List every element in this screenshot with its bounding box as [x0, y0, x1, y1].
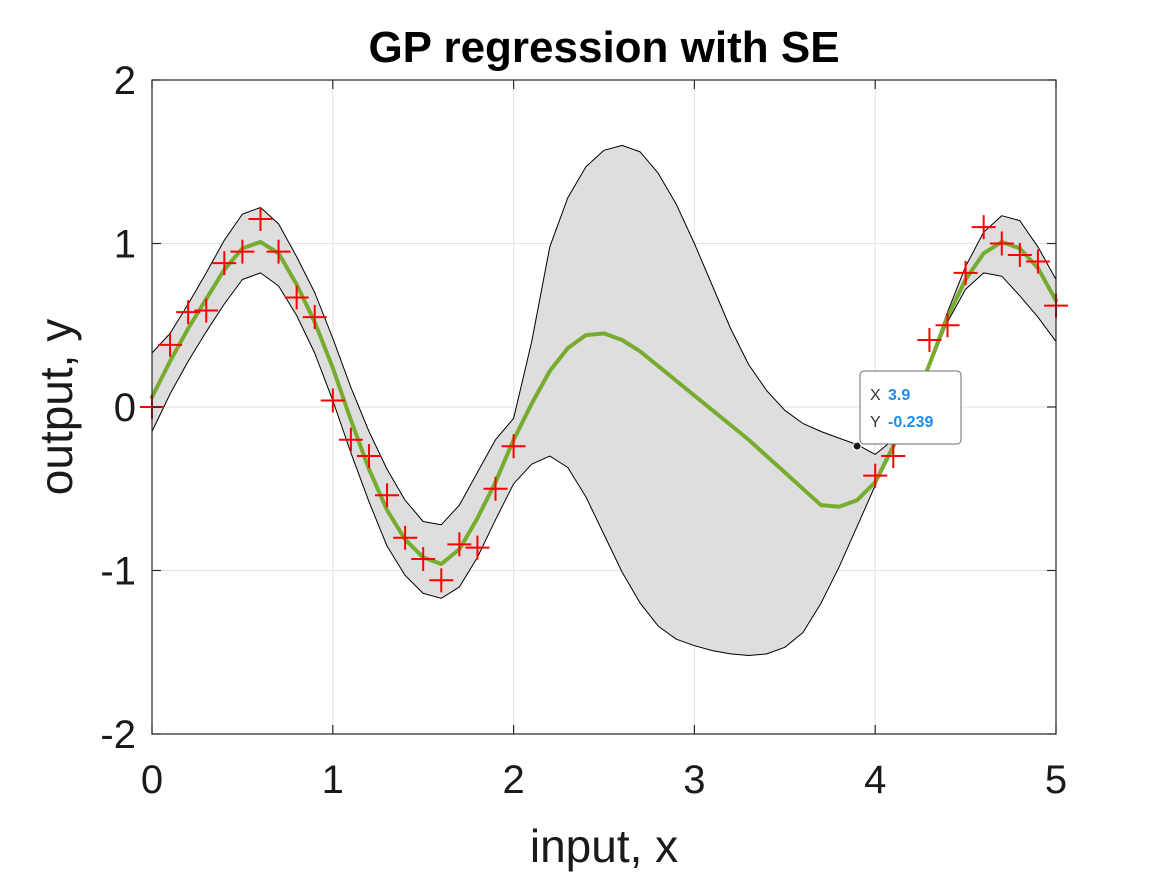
observation-marker-10 [320, 388, 345, 413]
observation-marker-20 [501, 434, 526, 459]
observation-marker-12 [356, 444, 381, 469]
x-tick-label-5: 5 [1045, 758, 1067, 802]
data-tip-y-value: -0.239 [888, 414, 933, 431]
observation-marker-29 [1025, 249, 1050, 274]
observation-marker-6 [248, 206, 273, 231]
observation-marker-25 [953, 260, 978, 285]
data-tip-marker[interactable] [852, 441, 862, 451]
x-tick-label-2: 2 [502, 758, 524, 802]
x-axis-label: input, x [530, 820, 678, 872]
data-tip-box [859, 370, 962, 445]
observation-marker-16 [429, 568, 454, 593]
y-tick-label-3: 1 [114, 223, 136, 267]
y-tick-labels: -2 -1 0 1 2 [100, 59, 136, 757]
observation-marker-13 [375, 483, 400, 508]
observation-marker-19 [483, 476, 508, 501]
observation-marker-17 [447, 532, 472, 557]
observation-marker-18 [465, 535, 490, 560]
observation-marker-22 [881, 444, 906, 469]
y-tick-label-2: 0 [114, 386, 136, 430]
axes-frame [151, 79, 1057, 735]
data-tip-x-value: 3.9 [888, 387, 910, 404]
observation-marker-3 [194, 298, 219, 323]
x-tick-labels: 0 1 2 3 4 5 [141, 758, 1067, 802]
observation-marker-9 [302, 305, 327, 330]
x-tick-label-0: 0 [141, 758, 163, 802]
observation-marker-8 [284, 285, 309, 310]
observation-marker-23 [917, 327, 942, 352]
observation-marker-21 [863, 463, 888, 488]
observation-marker-14 [393, 525, 418, 550]
observation-marker-15 [411, 547, 436, 572]
observation-marker-7 [266, 239, 291, 264]
observation-marker-27 [989, 231, 1014, 256]
observation-marker-28 [1007, 242, 1032, 267]
y-tick-label-0: -2 [100, 713, 136, 757]
observation-marker-11 [338, 427, 363, 452]
x-tick-label-3: 3 [683, 758, 705, 802]
x-tick-label-1: 1 [322, 758, 344, 802]
observation-marker-24 [935, 313, 960, 338]
y-tick-label-4: 2 [114, 59, 136, 103]
chart-title: GP regression with SE [368, 23, 839, 72]
observation-marker-1 [158, 332, 183, 357]
observation-marker-4 [212, 251, 237, 276]
observation-marker-5 [230, 239, 255, 264]
y-tick-label-1: -1 [100, 550, 136, 594]
x-tick-label-4: 4 [864, 758, 886, 802]
y-axis-label: output, y [30, 319, 82, 495]
data-tip-y-key: Y [870, 414, 881, 431]
observation-marker-2 [176, 300, 201, 325]
data-tip[interactable]: X 3.9 Y -0.239 [852, 370, 962, 451]
data-tip-x-key: X [870, 387, 881, 404]
observation-marker-26 [971, 215, 996, 240]
